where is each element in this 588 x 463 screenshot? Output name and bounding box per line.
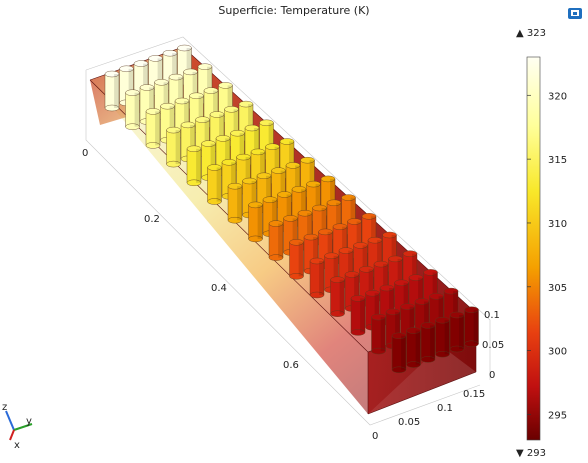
triad-y-label: y — [26, 416, 32, 427]
pin-fin — [464, 306, 479, 347]
pin-fin — [435, 317, 450, 358]
width-tick: 0 — [372, 431, 378, 442]
pin-fin — [449, 311, 465, 353]
pin-fin — [186, 145, 202, 187]
box-edge — [367, 371, 477, 415]
triad-z-label: z — [2, 402, 7, 413]
pin-fin — [207, 164, 222, 205]
colorbar: 320 315 310 305 300 295 — [526, 56, 567, 441]
colorbar-tick-label: 305 — [548, 283, 567, 294]
length-tick: 0.4 — [211, 283, 227, 294]
colorbar-tick-label: 315 — [548, 155, 567, 166]
pin-fin — [166, 126, 181, 168]
width-tick: 0.05 — [398, 417, 420, 428]
length-tick: 0.2 — [144, 214, 160, 225]
pin-fin — [227, 182, 243, 224]
length-axis-ticks: 0 0.2 0.4 0.6 — [82, 148, 299, 371]
height-axis-ticks: 0.1 0.05 0 — [482, 310, 504, 381]
pin-fin — [125, 89, 140, 130]
pin-fin — [420, 322, 436, 363]
pin-fin — [289, 239, 304, 280]
colorbar-gradient — [526, 56, 541, 441]
colorbar-tick-label: 320 — [548, 91, 567, 102]
colorbar-tick-label: 310 — [548, 219, 567, 230]
screenshot-button[interactable] — [567, 6, 583, 20]
plot-title: Superficie: Temperature (K) — [218, 4, 370, 17]
height-tick: 0 — [489, 370, 495, 381]
length-tick: 0 — [82, 148, 88, 159]
colorbar-min-label: ▼ 293 — [516, 448, 546, 459]
pin-fin — [391, 332, 407, 373]
pin-fin — [371, 313, 386, 355]
width-axis-ticks: 0 0.05 0.1 0.15 — [372, 389, 485, 442]
pin-fin — [406, 327, 421, 368]
width-tick: 0.1 — [437, 403, 453, 414]
pin-fin — [104, 70, 120, 112]
colorbar-tick-label: 300 — [548, 347, 567, 358]
camera-icon — [568, 8, 582, 19]
colorbar-max-label: ▲ 323 — [516, 28, 546, 39]
pin-fin — [309, 257, 325, 299]
pin-fin — [145, 108, 161, 149]
pin-fin — [350, 295, 366, 336]
length-tick: 0.6 — [283, 360, 299, 371]
triad-z-axis — [5, 410, 15, 431]
axis-triad[interactable]: z y x — [2, 402, 33, 451]
triad-y-axis — [13, 423, 33, 431]
height-tick: 0.05 — [482, 340, 504, 351]
triad-x-label: x — [14, 440, 20, 451]
width-tick: 0.15 — [463, 389, 485, 400]
pin-fin — [248, 201, 263, 243]
colorbar-tick-label: 295 — [548, 410, 567, 421]
colorbar-ticks: 320 315 310 305 300 295 — [527, 91, 567, 421]
triad-x-axis — [9, 429, 15, 441]
pin-fin — [268, 220, 284, 261]
pin-array — [104, 44, 479, 373]
pin-fin — [330, 276, 345, 317]
axis-grid — [85, 36, 491, 426]
height-tick: 0.1 — [484, 310, 500, 321]
